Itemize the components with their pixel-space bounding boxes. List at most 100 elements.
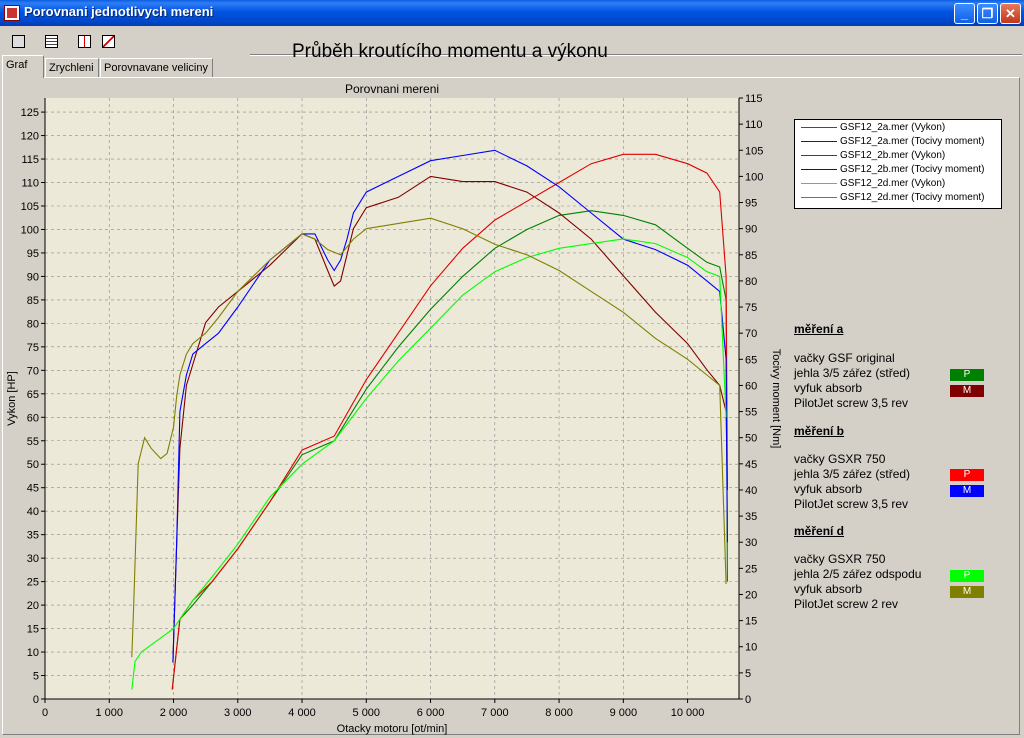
y2-tick-label: 20 <box>745 589 757 601</box>
note-heading-b: měření b <box>794 424 845 438</box>
y-tick-label: 25 <box>27 577 39 589</box>
y-tick-label: 0 <box>33 694 39 706</box>
y2-tick-label: 30 <box>745 537 757 549</box>
print-preview-button[interactable] <box>41 31 63 53</box>
y-tick-label: 50 <box>27 459 39 471</box>
series-line-2 <box>172 175 728 663</box>
y-tick-label: 40 <box>27 506 39 518</box>
y2-tick-label: 15 <box>745 616 757 628</box>
legend-swatch <box>801 140 837 142</box>
legend-item: GSF12_2d.mer (Tocivy moment) <box>801 191 985 205</box>
power-badge-a: P <box>950 369 984 381</box>
y-tick-label: 125 <box>21 107 39 119</box>
y-tick-label: 20 <box>27 600 39 612</box>
chart-title: Porovnani mereni <box>345 82 440 96</box>
chart-panel <box>2 77 1020 735</box>
x-tick-label: 4 000 <box>288 707 316 719</box>
note-line: vačky GSXR 750 <box>794 452 886 466</box>
torque-badge-a: M <box>950 385 984 397</box>
y-tick-label: 10 <box>27 647 39 659</box>
maximize-button[interactable]: ❐ <box>977 3 998 24</box>
y2-tick-label: 85 <box>745 250 757 262</box>
y2-tick-label: 25 <box>745 563 757 575</box>
y2-tick-label: 70 <box>745 328 757 340</box>
legend: GSF12_2a.mer (Vykon) GSF12_2a.mer (Tociv… <box>794 119 1002 209</box>
y2-tick-label: 45 <box>745 459 757 471</box>
close-button[interactable]: ✕ <box>1000 3 1021 24</box>
page-heading: Průběh kroutícího momentu a výkonu <box>292 41 608 62</box>
y-tick-label: 105 <box>21 201 39 213</box>
table-button[interactable] <box>74 31 96 53</box>
power-badge-b: P <box>950 469 984 481</box>
minimize-button[interactable]: _ <box>954 3 975 24</box>
y-tick-label: 90 <box>27 271 39 283</box>
power-badge-d: P <box>950 570 984 582</box>
legend-item: GSF12_2b.mer (Vykon) <box>801 149 945 163</box>
x-tick-label: 7 000 <box>481 707 509 719</box>
y2-tick-label: 75 <box>745 302 757 314</box>
y-tick-label: 70 <box>27 365 39 377</box>
y-tick-label: 5 <box>33 671 39 683</box>
y-tick-label: 30 <box>27 553 39 565</box>
y2-tick-label: 65 <box>745 354 757 366</box>
x-tick-label: 3 000 <box>224 707 252 719</box>
series-line-6 <box>131 217 727 658</box>
y2-tick-label: 40 <box>745 485 757 497</box>
legend-swatch <box>801 168 837 170</box>
y2-tick-label: 35 <box>745 511 757 523</box>
note-line: jehla 2/5 zářez odspodu <box>794 567 922 581</box>
note-line: vyfuk absorb <box>794 381 863 395</box>
y2-tick-label: 55 <box>745 407 757 419</box>
window-title: Porovnani jednotlivych mereni <box>24 4 214 19</box>
tab-porovnavane-veliciny[interactable]: Porovnavane veliciny <box>100 58 213 77</box>
legend-swatch <box>801 182 837 184</box>
note-heading-a: měření a <box>794 322 844 336</box>
x-tick-label: 0 <box>42 707 48 719</box>
y-tick-label: 15 <box>27 624 39 636</box>
torque-badge-d: M <box>950 586 984 598</box>
y-tick-label: 55 <box>27 436 39 448</box>
legend-swatch <box>801 196 837 198</box>
y-tick-label: 95 <box>27 248 39 260</box>
y2-tick-label: 50 <box>745 433 757 445</box>
y-tick-label: 85 <box>27 295 39 307</box>
tab-zrychleni[interactable]: Zrychleni <box>45 58 99 77</box>
y-tick-label: 80 <box>27 318 39 330</box>
print-icon <box>12 35 25 48</box>
note-line: vyfuk absorb <box>794 482 863 496</box>
note-line: vačky GSF original <box>794 351 895 365</box>
y-tick-label: 115 <box>21 154 39 166</box>
header-divider <box>250 54 1022 56</box>
y-tick-label: 75 <box>27 342 39 354</box>
y2-tick-label: 10 <box>745 642 757 654</box>
x-tick-label: 9 000 <box>610 707 638 719</box>
app-icon[interactable] <box>4 5 20 21</box>
legend-item: GSF12_2d.mer (Vykon) <box>801 177 945 191</box>
legend-item: GSF12_2a.mer (Tocivy moment) <box>801 135 985 149</box>
y2-tick-label: 90 <box>745 224 757 236</box>
title-bar[interactable]: Porovnani jednotlivych mereni _ ❐ ✕ <box>0 0 1024 26</box>
y2-tick-label: 95 <box>745 198 757 210</box>
y2-tick-label: 5 <box>745 668 751 680</box>
series-line-4 <box>172 149 728 663</box>
y-axis-label: Vykon [HP] <box>6 371 18 426</box>
y-tick-label: 45 <box>27 483 39 495</box>
y2-tick-label: 100 <box>745 171 763 183</box>
chart-icon <box>102 35 115 48</box>
x-tick-label: 2 000 <box>160 707 188 719</box>
x-tick-label: 6 000 <box>417 707 445 719</box>
y2-tick-label: 0 <box>745 694 751 706</box>
table-icon <box>78 35 91 48</box>
note-line: PilotJet screw 3,5 rev <box>794 396 909 410</box>
y2-tick-label: 60 <box>745 380 757 392</box>
legend-swatch <box>801 154 837 156</box>
note-line: PilotJet screw 2 rev <box>794 597 899 611</box>
series-line-3 <box>171 153 728 690</box>
y-tick-label: 60 <box>27 412 39 424</box>
tab-graf[interactable]: Graf <box>2 55 44 78</box>
chart-button[interactable] <box>98 31 120 53</box>
print-button[interactable] <box>8 31 30 53</box>
note-line: PilotJet screw 3,5 rev <box>794 497 909 511</box>
note-line: vyfuk absorb <box>794 582 863 596</box>
